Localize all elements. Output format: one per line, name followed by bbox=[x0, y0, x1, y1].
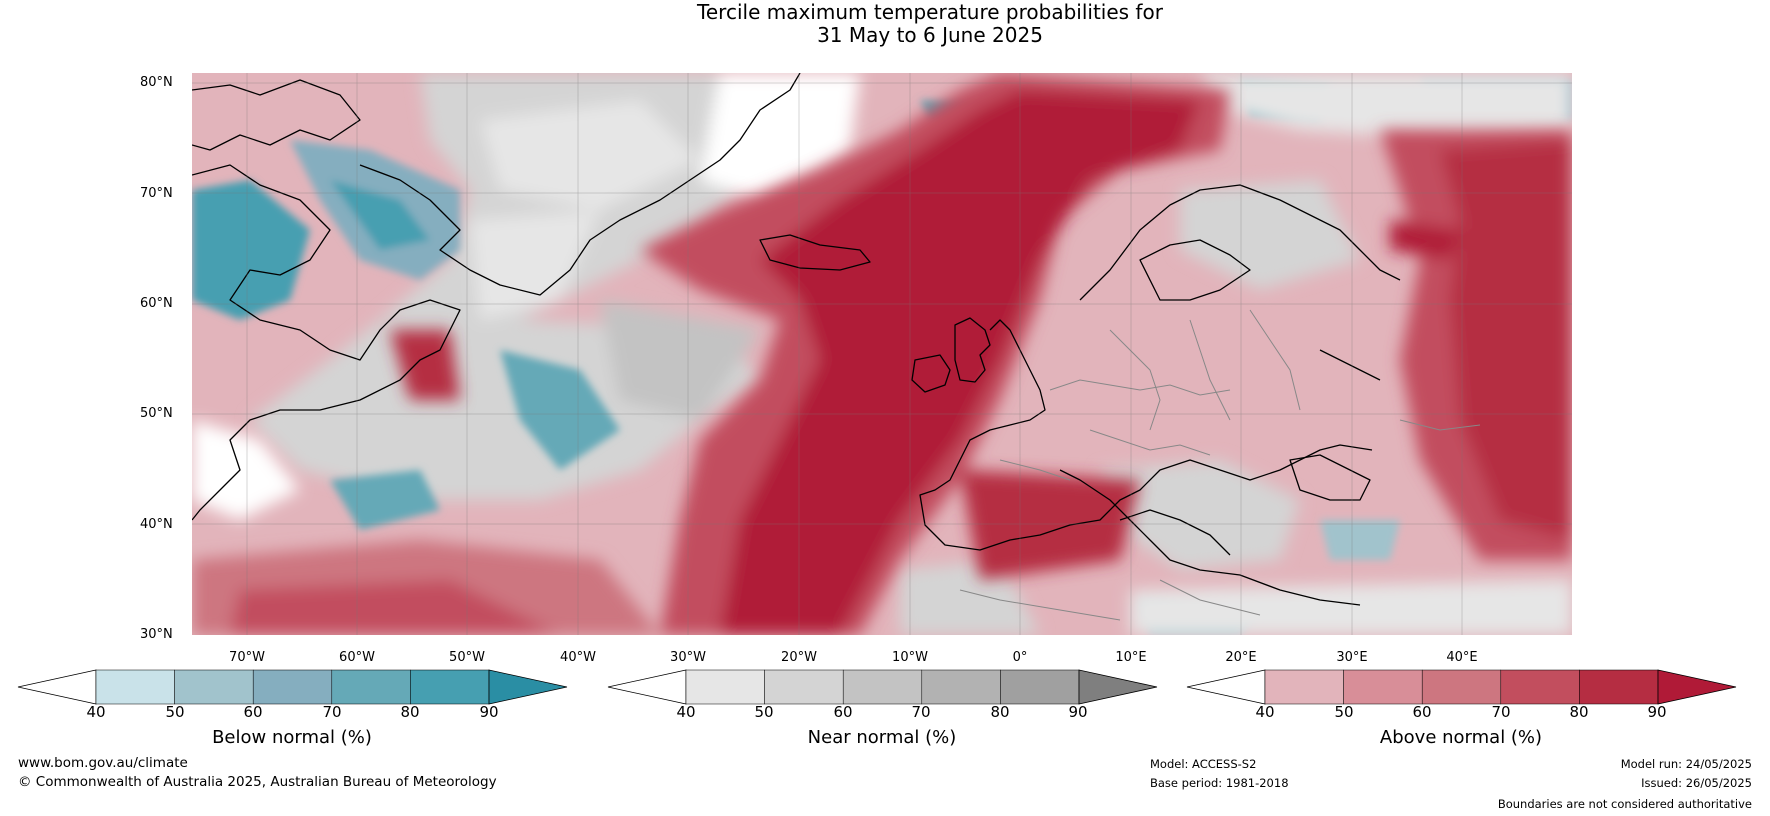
colorbar-segment bbox=[252, 669, 333, 705]
lon-label-60w: 60°W bbox=[339, 650, 375, 665]
lat-label-80n: 80°N bbox=[140, 75, 173, 90]
colorbar-segment bbox=[1000, 669, 1080, 705]
cb-above-tick-80: 80 bbox=[1569, 703, 1589, 721]
colorbar-segment bbox=[1421, 669, 1502, 705]
cb-near-tick-70: 70 bbox=[911, 703, 931, 721]
coastlines bbox=[192, 73, 1401, 606]
title-line-1: Tercile maximum temperature probabilitie… bbox=[697, 0, 1163, 24]
lon-label-20e: 20°E bbox=[1225, 650, 1257, 665]
cb-below-tick-70: 70 bbox=[322, 703, 342, 721]
colorbar-segment bbox=[1579, 669, 1659, 705]
colorbar-below-normal bbox=[17, 669, 568, 705]
cb-below-tick-90: 90 bbox=[479, 703, 499, 721]
cb-near-tick-40: 40 bbox=[676, 703, 696, 721]
footer-model-run: Model run: 24/05/2025 bbox=[1620, 757, 1752, 771]
cb-above-tick-70: 70 bbox=[1491, 703, 1511, 721]
colorbar-high-extension bbox=[1078, 669, 1158, 705]
colorbar-above-normal bbox=[1186, 669, 1737, 705]
lat-label-70n: 70°N bbox=[140, 186, 173, 201]
country-borders bbox=[959, 309, 1481, 621]
cb-above-title: Above normal (%) bbox=[1379, 727, 1543, 748]
lon-label-70w: 70°W bbox=[229, 650, 265, 665]
lon-label-40w: 40°W bbox=[560, 650, 596, 665]
colorbar-low-extension bbox=[1186, 669, 1266, 705]
cb-near-title: Near normal (%) bbox=[807, 727, 957, 748]
cb-near-tick-50: 50 bbox=[754, 703, 774, 721]
lon-label-10e: 10°E bbox=[1115, 650, 1147, 665]
colorbar-segment bbox=[1264, 669, 1344, 705]
colorbar-segment bbox=[95, 669, 175, 705]
title-block: Tercile maximum temperature probabilitie… bbox=[0, 0, 1770, 50]
colorbar-segment bbox=[410, 669, 490, 705]
cb-near-tick-80: 80 bbox=[990, 703, 1010, 721]
graticule bbox=[192, 73, 1572, 635]
colorbar-segment bbox=[685, 669, 765, 705]
title-line-2: 31 May to 6 June 2025 bbox=[817, 23, 1043, 47]
cb-near-tick-60: 60 bbox=[833, 703, 853, 721]
cb-below-tick-40: 40 bbox=[86, 703, 106, 721]
colorbar-segment bbox=[1500, 669, 1580, 705]
footer-disclaimer: Boundaries are not considered authoritat… bbox=[1497, 797, 1752, 811]
footer-model: Model: ACCESS-S2 bbox=[1150, 757, 1257, 771]
colorbar-segment bbox=[842, 669, 923, 705]
colorbar-segment bbox=[1343, 669, 1423, 705]
lat-label-50n: 50°N bbox=[140, 406, 173, 421]
colorbar-high-extension bbox=[1657, 669, 1737, 705]
colorbar-near-normal bbox=[607, 669, 1158, 705]
cb-below-tick-60: 60 bbox=[243, 703, 263, 721]
cb-below-title: Below normal (%) bbox=[212, 727, 372, 748]
colorbar-low-extension bbox=[607, 669, 687, 705]
footer-base-period: Base period: 1981-2018 bbox=[1150, 776, 1289, 790]
colorbar-segment bbox=[921, 669, 1001, 705]
lat-label-40n: 40°N bbox=[140, 517, 173, 532]
cb-below-tick-50: 50 bbox=[165, 703, 185, 721]
colorbar-segment bbox=[764, 669, 844, 705]
lon-label-0: 0° bbox=[1012, 650, 1028, 665]
footer-website: www.bom.gov.au/climate bbox=[18, 755, 188, 771]
lon-label-30e: 30°E bbox=[1336, 650, 1368, 665]
lat-label-60n: 60°N bbox=[140, 296, 173, 311]
cb-near-tick-90: 90 bbox=[1068, 703, 1088, 721]
footer-issued: Issued: 26/05/2025 bbox=[1641, 776, 1752, 790]
lat-label-30n: 30°N bbox=[140, 627, 173, 642]
colorbar-low-extension bbox=[17, 669, 97, 705]
cb-above-tick-90: 90 bbox=[1647, 703, 1667, 721]
cb-above-tick-40: 40 bbox=[1255, 703, 1275, 721]
cb-above-tick-50: 50 bbox=[1334, 703, 1354, 721]
footer-copyright: © Commonwealth of Australia 2025, Austra… bbox=[18, 774, 497, 790]
colorbar-high-extension bbox=[488, 669, 568, 705]
lon-label-30w: 30°W bbox=[670, 650, 706, 665]
cb-below-tick-80: 80 bbox=[400, 703, 420, 721]
colorbars bbox=[17, 669, 1737, 705]
lon-label-50w: 50°W bbox=[449, 650, 485, 665]
colorbar-segment bbox=[174, 669, 254, 705]
lon-label-20w: 20°W bbox=[781, 650, 817, 665]
probability-field bbox=[192, 73, 1572, 635]
colorbar-segment bbox=[331, 669, 411, 705]
lon-label-10w: 10°W bbox=[892, 650, 928, 665]
lon-label-40e: 40°E bbox=[1446, 650, 1478, 665]
cb-above-tick-60: 60 bbox=[1412, 703, 1432, 721]
